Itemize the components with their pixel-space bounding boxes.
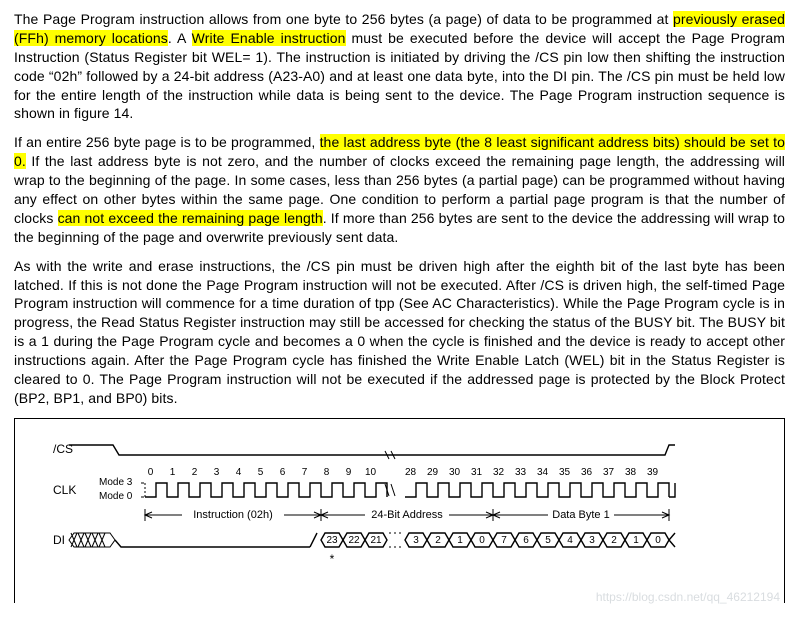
paragraph-2: If an entire 256 byte page is to be prog… xyxy=(14,133,785,246)
svg-text:34: 34 xyxy=(537,467,549,478)
paragraph-3: As with the write and erase instructions… xyxy=(14,257,785,408)
svg-text:38: 38 xyxy=(625,467,637,478)
svg-text:37: 37 xyxy=(603,467,615,478)
svg-text:23: 23 xyxy=(326,535,338,546)
svg-text:10: 10 xyxy=(365,467,377,478)
svg-text:5: 5 xyxy=(545,535,551,546)
svg-text:6: 6 xyxy=(280,467,286,478)
svg-text:36: 36 xyxy=(581,467,593,478)
p2-text-a: If an entire 256 byte page is to be prog… xyxy=(14,134,320,150)
svg-text:21: 21 xyxy=(370,535,382,546)
svg-text:28: 28 xyxy=(405,467,417,478)
svg-text:6: 6 xyxy=(523,535,529,546)
p1-highlight-2: Write Enable instruction xyxy=(192,30,346,46)
svg-text:Instruction (02h): Instruction (02h) xyxy=(193,509,272,521)
svg-text:1: 1 xyxy=(170,467,176,478)
svg-text:7: 7 xyxy=(501,535,507,546)
svg-text:30: 30 xyxy=(449,467,461,478)
svg-text:CLK: CLK xyxy=(53,483,76,497)
svg-text:1: 1 xyxy=(633,535,639,546)
svg-text:39: 39 xyxy=(647,467,659,478)
svg-text:0: 0 xyxy=(148,467,154,478)
svg-text:22: 22 xyxy=(348,535,360,546)
svg-text:32: 32 xyxy=(493,467,505,478)
svg-text:Mode 3: Mode 3 xyxy=(99,477,133,488)
paragraph-1: The Page Program instruction allows from… xyxy=(14,10,785,123)
svg-text:4: 4 xyxy=(236,467,242,478)
svg-text:0: 0 xyxy=(479,535,485,546)
svg-text:2: 2 xyxy=(435,535,441,546)
svg-text:2: 2 xyxy=(611,535,617,546)
svg-text:4: 4 xyxy=(567,535,573,546)
svg-text:1: 1 xyxy=(457,535,463,546)
svg-text:35: 35 xyxy=(559,467,571,478)
svg-text:29: 29 xyxy=(427,467,439,478)
svg-text:31: 31 xyxy=(471,467,483,478)
svg-text:3: 3 xyxy=(214,467,220,478)
p1-text-b: . A xyxy=(168,30,192,46)
p2-highlight-2: can not exceed the remaining page length xyxy=(58,210,323,226)
svg-text:24-Bit Address: 24-Bit Address xyxy=(371,509,443,521)
svg-text:*: * xyxy=(330,552,335,566)
svg-text:2: 2 xyxy=(192,467,198,478)
svg-text:Data Byte 1: Data Byte 1 xyxy=(552,509,609,521)
timing-svg: /CS012345678910282930313233343536373839C… xyxy=(25,431,773,601)
timing-diagram: /CS012345678910282930313233343536373839C… xyxy=(14,418,785,603)
svg-text:7: 7 xyxy=(302,467,308,478)
svg-text:3: 3 xyxy=(589,535,595,546)
svg-text:9: 9 xyxy=(346,467,352,478)
svg-text:5: 5 xyxy=(258,467,264,478)
p1-text-a: The Page Program instruction allows from… xyxy=(14,11,673,27)
svg-text:0: 0 xyxy=(655,535,661,546)
svg-text:33: 33 xyxy=(515,467,527,478)
svg-text:DI: DI xyxy=(53,533,65,547)
svg-text:8: 8 xyxy=(324,467,330,478)
svg-text:3: 3 xyxy=(413,535,419,546)
svg-text:/CS: /CS xyxy=(53,442,73,456)
svg-text:Mode 0: Mode 0 xyxy=(99,491,133,502)
